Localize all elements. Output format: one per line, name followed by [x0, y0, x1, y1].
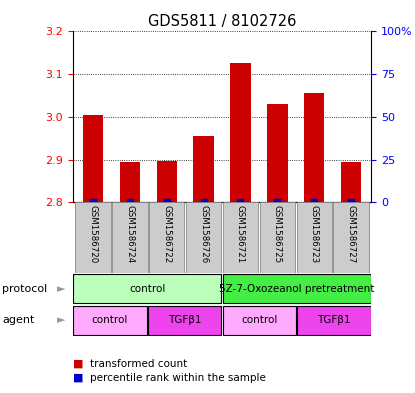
Text: GSM1586724: GSM1586724: [125, 204, 134, 263]
Bar: [260, 202, 295, 273]
Bar: [73, 306, 146, 335]
Point: [274, 199, 281, 206]
Text: TGFβ1: TGFβ1: [168, 315, 201, 325]
Bar: [230, 64, 251, 202]
Text: control: control: [92, 315, 128, 325]
Text: GSM1586726: GSM1586726: [199, 204, 208, 263]
Text: ■: ■: [73, 373, 83, 383]
Bar: [148, 306, 221, 335]
Bar: [75, 202, 111, 273]
Text: GSM1586722: GSM1586722: [162, 204, 171, 263]
Bar: [83, 115, 103, 202]
Text: GSM1586725: GSM1586725: [273, 204, 282, 263]
Bar: [223, 306, 296, 335]
Text: TGFβ1: TGFβ1: [317, 315, 351, 325]
Bar: [156, 160, 177, 202]
Text: percentile rank within the sample: percentile rank within the sample: [90, 373, 266, 383]
Point: [164, 199, 170, 206]
Text: ►: ►: [57, 284, 66, 294]
Point: [311, 199, 317, 206]
Bar: [149, 202, 184, 273]
Text: GSM1586723: GSM1586723: [310, 204, 319, 263]
Text: ►: ►: [57, 315, 66, 325]
Point: [348, 199, 354, 206]
Bar: [333, 202, 369, 273]
Bar: [298, 306, 371, 335]
Text: GSM1586721: GSM1586721: [236, 204, 245, 263]
Bar: [223, 202, 258, 273]
Text: transformed count: transformed count: [90, 358, 187, 369]
Bar: [73, 274, 221, 303]
Text: GSM1586727: GSM1586727: [347, 204, 356, 263]
Bar: [223, 274, 371, 303]
Bar: [341, 162, 361, 202]
Point: [127, 199, 133, 206]
Bar: [186, 202, 221, 273]
Text: ■: ■: [73, 358, 83, 369]
Bar: [304, 94, 325, 202]
Point: [200, 199, 207, 206]
Bar: [193, 136, 214, 202]
Text: 5Z-7-Oxozeanol pretreatment: 5Z-7-Oxozeanol pretreatment: [219, 284, 374, 294]
Point: [90, 199, 96, 206]
Point: [237, 199, 244, 206]
Text: control: control: [129, 284, 166, 294]
Bar: [120, 162, 140, 202]
Text: protocol: protocol: [2, 284, 47, 294]
Bar: [297, 202, 332, 273]
Text: control: control: [241, 315, 278, 325]
Bar: [112, 202, 147, 273]
Bar: [267, 104, 288, 202]
Text: agent: agent: [2, 315, 34, 325]
Text: GSM1586720: GSM1586720: [88, 204, 98, 263]
Title: GDS5811 / 8102726: GDS5811 / 8102726: [148, 14, 296, 29]
